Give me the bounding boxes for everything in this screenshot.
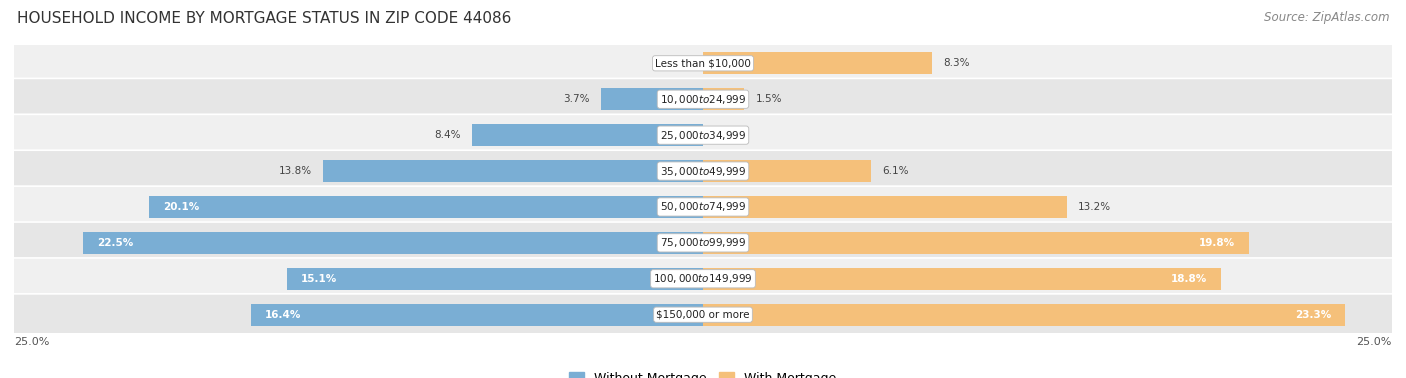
Text: 8.3%: 8.3% [943,58,969,68]
Text: $25,000 to $34,999: $25,000 to $34,999 [659,129,747,142]
FancyBboxPatch shape [7,294,1399,336]
Text: 8.4%: 8.4% [434,130,461,140]
Bar [703,232,1249,254]
Bar [471,124,703,146]
Bar [703,52,932,74]
Text: 18.8%: 18.8% [1171,274,1208,284]
FancyBboxPatch shape [7,78,1399,120]
Text: Less than $10,000: Less than $10,000 [655,58,751,68]
Legend: Without Mortgage, With Mortgage: Without Mortgage, With Mortgage [564,367,842,378]
Text: 1.5%: 1.5% [755,94,782,104]
Text: HOUSEHOLD INCOME BY MORTGAGE STATUS IN ZIP CODE 44086: HOUSEHOLD INCOME BY MORTGAGE STATUS IN Z… [17,11,512,26]
Text: $150,000 or more: $150,000 or more [657,310,749,320]
Text: 13.2%: 13.2% [1078,202,1111,212]
Text: 3.7%: 3.7% [564,94,591,104]
Bar [287,268,703,290]
Bar [323,160,703,182]
Text: $75,000 to $99,999: $75,000 to $99,999 [659,236,747,249]
Bar [83,232,703,254]
Text: 25.0%: 25.0% [14,337,49,347]
Text: 13.8%: 13.8% [278,166,312,176]
Text: $100,000 to $149,999: $100,000 to $149,999 [654,272,752,285]
FancyBboxPatch shape [7,42,1399,84]
Text: 25.0%: 25.0% [1357,337,1392,347]
Text: 20.1%: 20.1% [163,202,200,212]
Text: 22.5%: 22.5% [97,238,134,248]
Bar [703,304,1346,326]
Bar [149,196,703,218]
Text: $35,000 to $49,999: $35,000 to $49,999 [659,164,747,178]
Text: $50,000 to $74,999: $50,000 to $74,999 [659,200,747,214]
Bar [703,196,1067,218]
FancyBboxPatch shape [7,186,1399,228]
Text: 0.0%: 0.0% [665,58,692,68]
Text: Source: ZipAtlas.com: Source: ZipAtlas.com [1264,11,1389,24]
Text: 15.1%: 15.1% [301,274,337,284]
Text: 23.3%: 23.3% [1295,310,1331,320]
FancyBboxPatch shape [7,114,1399,156]
FancyBboxPatch shape [7,222,1399,264]
FancyBboxPatch shape [7,150,1399,192]
Text: 0.0%: 0.0% [714,130,741,140]
Bar [703,160,872,182]
Bar [703,268,1220,290]
Text: 16.4%: 16.4% [264,310,301,320]
Bar [252,304,703,326]
FancyBboxPatch shape [7,258,1399,300]
Bar [600,88,703,110]
Text: 19.8%: 19.8% [1199,238,1234,248]
Text: 6.1%: 6.1% [882,166,908,176]
Bar [703,88,744,110]
Text: $10,000 to $24,999: $10,000 to $24,999 [659,93,747,106]
